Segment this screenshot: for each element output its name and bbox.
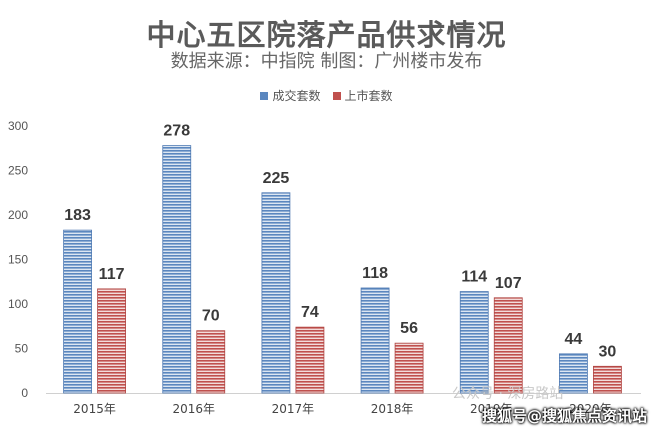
y-tick-label: 200 <box>8 208 28 222</box>
data-label-deals: 225 <box>263 170 290 187</box>
y-tick-label: 50 <box>15 342 29 356</box>
bar-deals <box>459 291 489 394</box>
bar-listings <box>295 326 325 394</box>
legend: 成交套数 上市套数 <box>0 87 653 104</box>
data-label-deals: 278 <box>163 123 190 140</box>
label-layer: 183 117 278 70 225 74 118 56 114 107 44 30 <box>64 123 616 361</box>
bar-deals <box>261 192 291 394</box>
bar-listings <box>593 365 622 394</box>
data-label-deals: 44 <box>565 331 583 348</box>
x-tick-label: 2016年 <box>172 402 215 416</box>
data-label-listings: 56 <box>400 320 418 337</box>
legend-swatch-deals <box>260 91 269 100</box>
y-tick-label: 100 <box>8 297 28 311</box>
x-tick-label: 2018年 <box>371 402 414 416</box>
bar-listings <box>493 297 523 394</box>
bar-listings <box>394 342 424 394</box>
x-tick-label: 2019年 <box>470 402 513 416</box>
data-label-listings: 117 <box>99 266 125 283</box>
legend-label-deals: 成交套数 <box>272 89 321 103</box>
data-label-listings: 70 <box>202 308 220 325</box>
bar-deals <box>559 353 588 394</box>
data-label-listings: 107 <box>495 275 522 292</box>
x-tick-label: 2015年 <box>73 402 116 416</box>
legend-swatch-listings <box>332 91 341 100</box>
chart-title: 中心五区院落产品供求情况 <box>146 18 507 52</box>
y-tick-label: 150 <box>8 253 28 267</box>
axis-layer: 0 50 100 150 200 250 300 2015年 2016年 2017年 2018年 20… <box>8 119 641 416</box>
bar-layer <box>63 145 622 394</box>
bar-listings <box>97 288 126 394</box>
data-label-deals: 114 <box>461 269 487 286</box>
data-label-listings: 30 <box>599 343 617 360</box>
data-label-deals: 183 <box>64 207 91 224</box>
chart-subtitle: 数据来源：中指院 制图：广州楼市发布 <box>170 51 483 72</box>
bar-listings <box>196 330 226 394</box>
x-tick-label: 2017年 <box>272 402 315 416</box>
data-label-listings: 74 <box>301 304 319 321</box>
wechat-watermark: 公众号 · 深房路站 <box>452 386 564 402</box>
y-tick-label: 300 <box>8 119 28 133</box>
bar-deals <box>63 229 92 394</box>
legend-item-deals: 成交套数 <box>260 87 321 104</box>
y-tick-label: 250 <box>8 164 28 178</box>
sohu-watermark: 搜狐号@搜狐焦点资讯站 <box>481 407 647 425</box>
legend-label-listings: 上市套数 <box>344 89 393 103</box>
bar-deals <box>162 145 192 394</box>
x-tick-label: 2020年 <box>569 402 612 416</box>
legend-item-listings: 上市套数 <box>332 87 393 104</box>
data-label-deals: 118 <box>362 265 388 282</box>
y-tick-label: 0 <box>21 386 28 400</box>
bar-deals <box>360 287 390 394</box>
